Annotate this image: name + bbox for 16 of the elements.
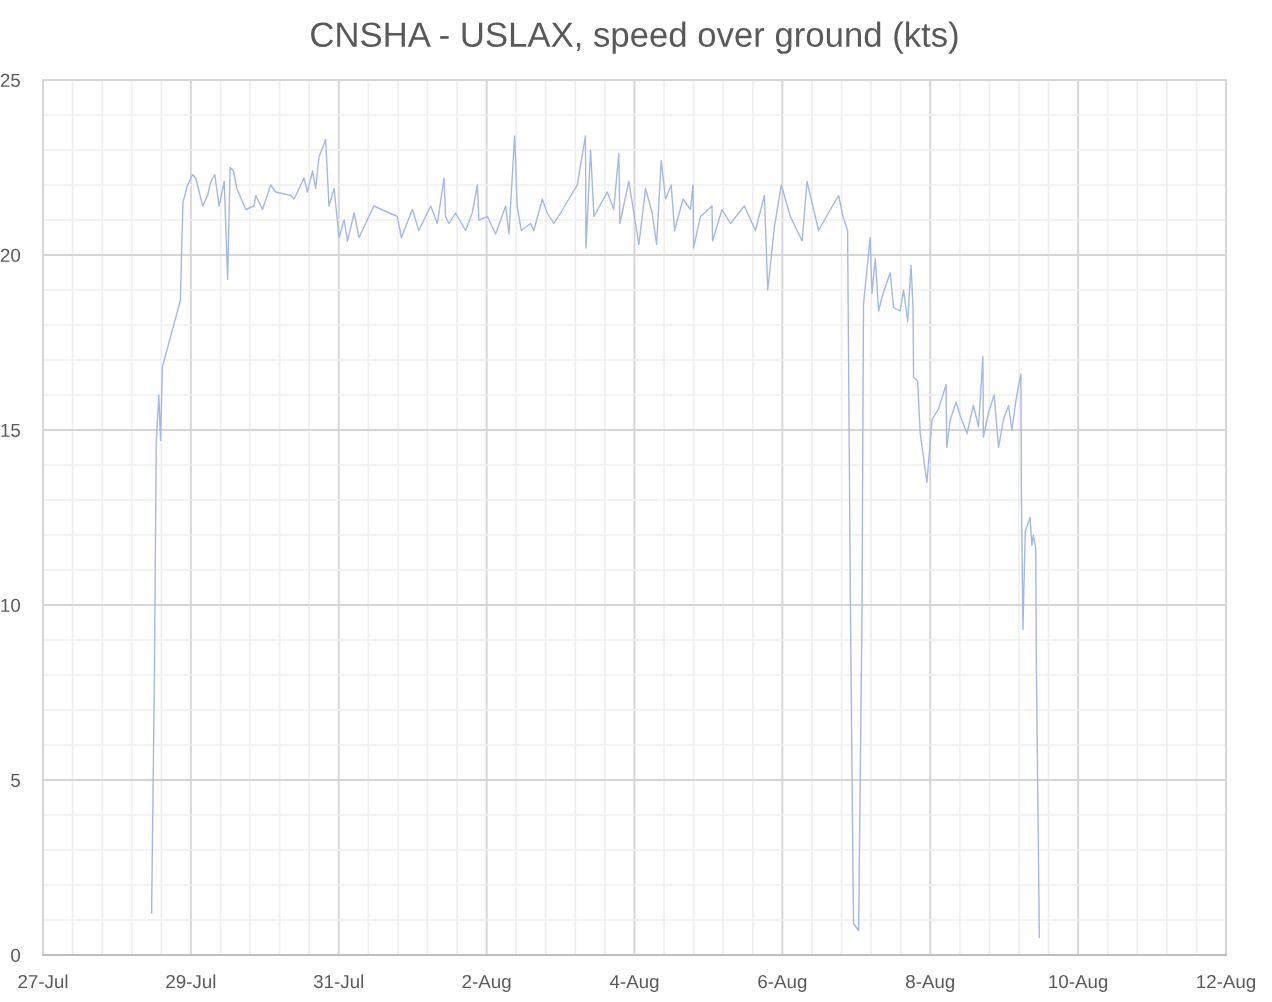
chart-title: CNSHA - USLAX, speed over ground (kts): [311, 21, 958, 54]
y-tick-label: 10: [1, 598, 21, 612]
y-tick-label: 15: [1, 423, 20, 437]
x-tick-label: 10-Aug: [1049, 974, 1108, 992]
y-tick-label: 20: [0, 248, 21, 262]
x-tick-label: 2-Aug: [462, 974, 511, 992]
x-tick-label: 12-Aug: [1197, 974, 1256, 992]
x-tick-label: 29-Jul: [166, 974, 216, 989]
x-tick-label: 27-Jul: [18, 974, 68, 989]
x-tick-label: 8-Aug: [906, 974, 955, 992]
x-tick-label: 4-Aug: [609, 975, 659, 992]
x-tick-label: 31-Jul: [313, 974, 364, 989]
y-tick-label: 25: [0, 73, 20, 87]
x-tick-label: 6-Aug: [758, 974, 807, 992]
y-tick-label: 0: [11, 948, 21, 962]
y-tick-label: 5: [11, 773, 20, 787]
